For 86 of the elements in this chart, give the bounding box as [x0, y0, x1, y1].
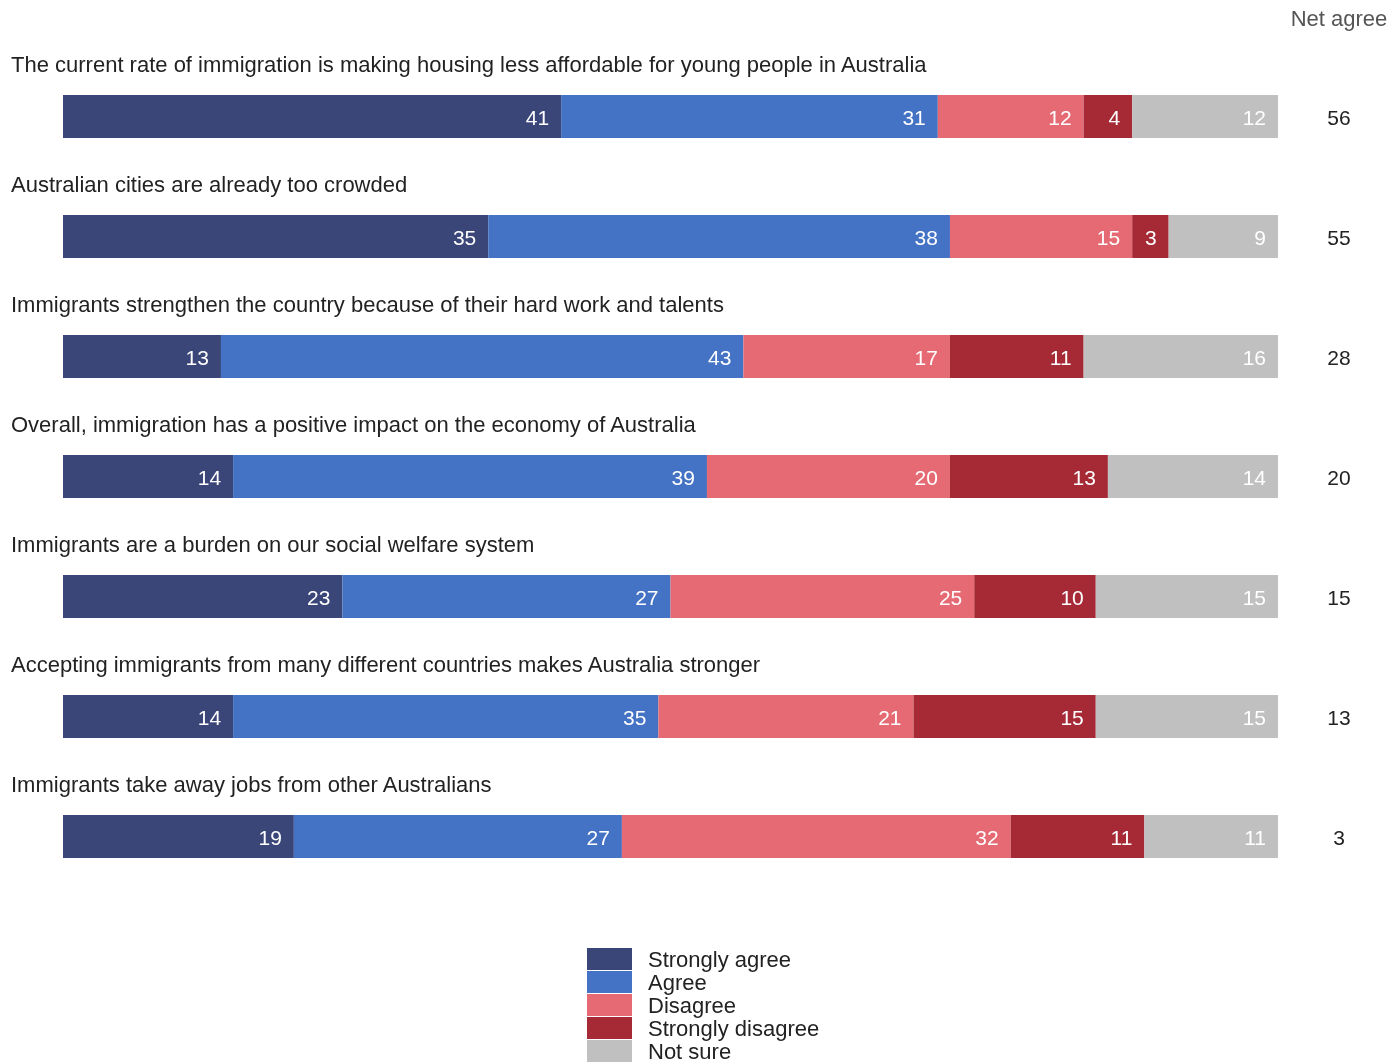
- bar: [658, 695, 914, 738]
- data-label: 11: [1110, 825, 1133, 849]
- y-tick-label: Immigrants strengthen the country because of their hard work and talents: [11, 292, 724, 317]
- data-label: 31: [902, 105, 926, 129]
- data-label: 17: [914, 345, 938, 369]
- bar: [63, 815, 294, 858]
- data-label: 14: [197, 465, 222, 489]
- y-tick-label: Australian cities are already too crowded: [11, 172, 408, 197]
- data-label: 25: [938, 585, 963, 609]
- bar: [342, 575, 671, 618]
- bar: [621, 815, 1011, 858]
- text: Net agree: [1290, 6, 1388, 31]
- bar: [233, 695, 659, 738]
- bar: [220, 335, 744, 378]
- bar: [293, 815, 622, 858]
- bar: [63, 215, 489, 258]
- bar: [949, 335, 1084, 378]
- data-label: 27: [586, 825, 610, 849]
- data-label: 27: [635, 585, 659, 609]
- data-label: 11: [1049, 345, 1072, 369]
- text: 55: [1327, 225, 1351, 249]
- text: 20: [1327, 465, 1351, 489]
- bar: [913, 695, 1096, 738]
- bar: [1132, 95, 1278, 138]
- bar: [233, 455, 707, 498]
- bar: [561, 95, 938, 138]
- text: 3: [1333, 825, 1345, 849]
- data-label: 39: [671, 465, 695, 489]
- data-label: 38: [914, 225, 938, 249]
- data-label: 11: [1244, 825, 1266, 849]
- bar: [670, 575, 975, 618]
- bar: [63, 95, 562, 138]
- bar: [1083, 95, 1133, 138]
- bar: [937, 95, 1084, 138]
- data-label: 10: [1060, 585, 1084, 609]
- bar: [63, 455, 234, 498]
- data-label: 4: [1108, 105, 1121, 129]
- bar: [63, 335, 221, 378]
- bar: [1144, 815, 1278, 858]
- y-tick-label: Immigrants take away jobs from other Australians: [11, 772, 492, 797]
- text: 13: [1327, 705, 1351, 729]
- bar: [1083, 335, 1278, 378]
- data-label: 15: [1096, 225, 1121, 249]
- bar: [63, 575, 343, 618]
- data-label: 15: [1060, 705, 1084, 729]
- data-label: 43: [708, 345, 732, 369]
- y-tick-label: Accepting immigrants from many different countries makes Australia stronger: [11, 652, 761, 677]
- data-label: 35: [452, 225, 477, 249]
- bar: [1095, 575, 1278, 618]
- bar: [974, 575, 1096, 618]
- data-label: 14: [1242, 465, 1267, 489]
- data-label: 15: [1242, 585, 1266, 609]
- y-tick-label: Overall, immigration has a positive impact on the economy of Australia: [11, 412, 697, 437]
- data-label: 41: [525, 105, 550, 129]
- data-label: 16: [1242, 345, 1266, 369]
- bar: [1010, 815, 1145, 858]
- bar: [743, 335, 950, 378]
- data-label: 19: [258, 825, 282, 849]
- data-label: 9: [1254, 225, 1266, 249]
- bar: [63, 695, 234, 738]
- data-label: 35: [622, 705, 647, 729]
- y-tick-label: The current rate of immigration is making housing less affordable for young people in Australia: [11, 52, 928, 77]
- data-label: 3: [1144, 225, 1157, 249]
- text: 28: [1327, 345, 1351, 369]
- data-label: 23: [307, 585, 331, 609]
- text: 15: [1327, 585, 1351, 609]
- bar: [1132, 215, 1169, 258]
- data-label: 13: [1072, 465, 1096, 489]
- bar: [1107, 455, 1278, 498]
- data-label: 12: [1242, 105, 1266, 129]
- bar: [706, 455, 950, 498]
- bar: [1168, 215, 1278, 258]
- data-label: 32: [975, 825, 999, 849]
- data-label: 14: [197, 705, 222, 729]
- data-label: 13: [185, 345, 209, 369]
- text: 56: [1327, 105, 1351, 129]
- bar: [949, 455, 1108, 498]
- bar: [1095, 695, 1278, 738]
- bar: [488, 215, 950, 258]
- data-label: 12: [1048, 105, 1072, 129]
- data-label: 15: [1242, 705, 1266, 729]
- data-label: 20: [914, 465, 938, 489]
- y-tick-label: Immigrants are a burden on our social welfare system: [11, 532, 535, 557]
- bar: [949, 215, 1133, 258]
- legend-label: Strongly agree: [648, 947, 792, 972]
- data-label: 21: [878, 705, 902, 729]
